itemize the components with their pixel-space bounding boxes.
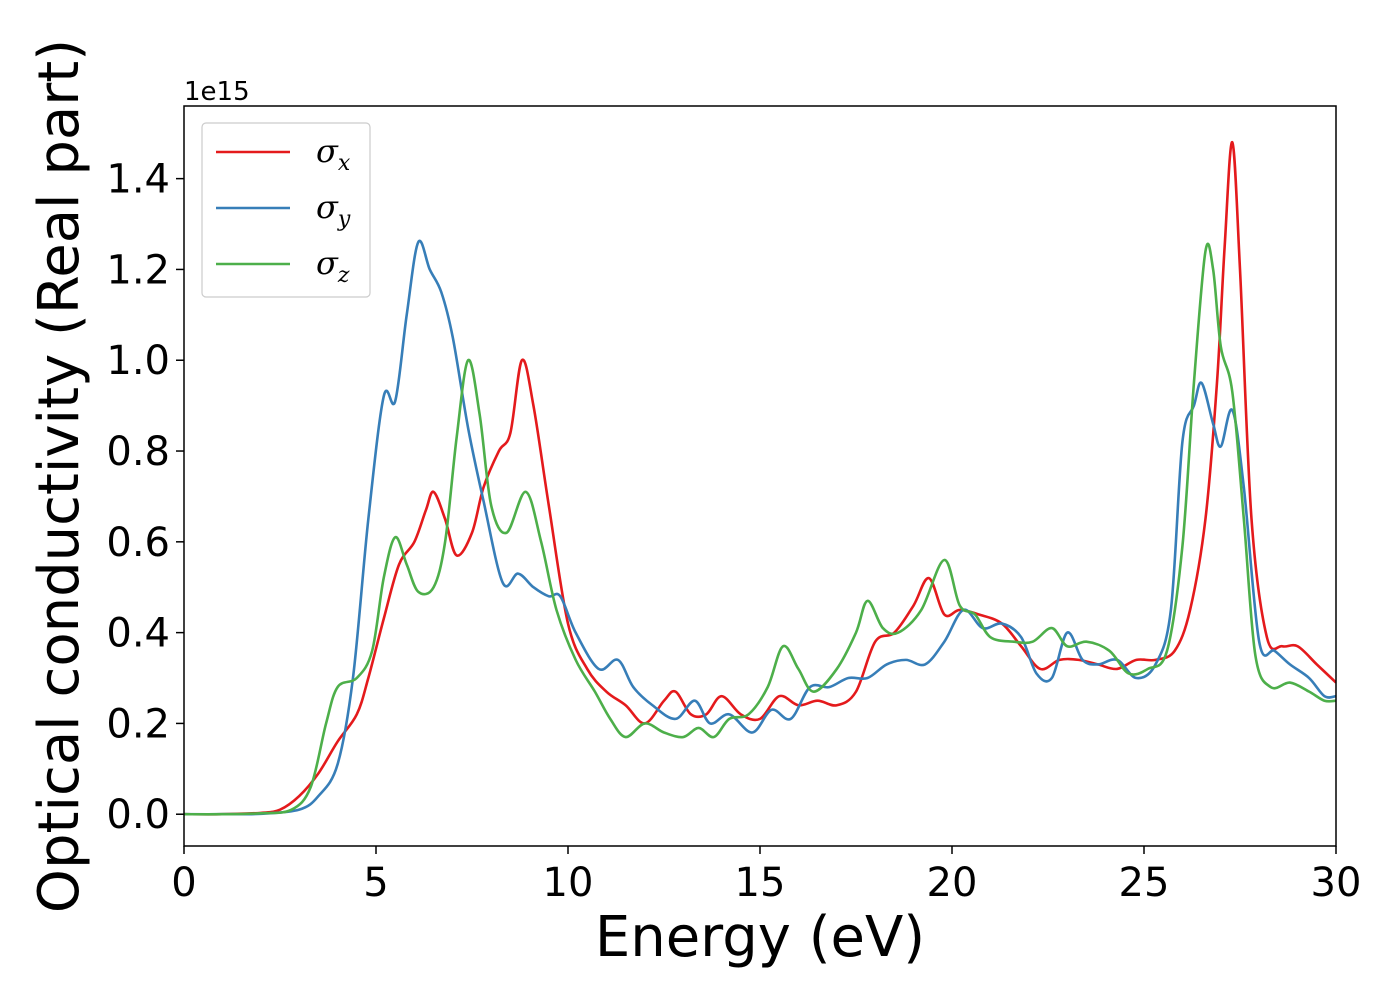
x-tick-label: 0 <box>171 860 196 906</box>
legend-label: σy <box>316 188 351 232</box>
y-tick-label: 1.2 <box>106 247 170 293</box>
legend-label-base: σ <box>316 244 339 282</box>
legend-label: σx <box>316 132 351 176</box>
y-tick-label: 1.0 <box>106 338 170 384</box>
y-tick-label: 0.4 <box>106 611 170 657</box>
legend-label-base: σ <box>316 132 339 170</box>
x-tick-label: 10 <box>543 860 594 906</box>
x-tick-label: 20 <box>927 860 978 906</box>
x-axis-ticks: 0 5 10 15 20 25 30 <box>171 846 1361 906</box>
legend-label-subscript: x <box>338 151 351 176</box>
x-tick-label: 25 <box>1119 860 1170 906</box>
series-line-sigma-x <box>184 141 1336 816</box>
x-tick-label: 30 <box>1311 860 1362 906</box>
legend-box <box>201 122 371 298</box>
y-tick-label: 0.8 <box>106 429 170 475</box>
y-offset-label: 1e15 <box>184 77 250 107</box>
legend-label: σz <box>316 244 350 288</box>
series-line-sigma-y <box>184 239 1336 816</box>
y-tick-label: 0.2 <box>106 701 170 747</box>
y-tick-label: 0.6 <box>106 520 170 566</box>
legend-label-subscript: y <box>337 207 351 232</box>
series-line-sigma-z <box>184 242 1336 816</box>
legend-label-base: σ <box>316 188 339 226</box>
series-layer <box>184 141 1336 816</box>
y-axis-title: Optical conductivity (Real part) <box>27 39 92 913</box>
x-tick-label: 15 <box>735 860 786 906</box>
x-axis-title: Energy (eV) <box>595 905 925 970</box>
y-tick-label: 0.0 <box>106 792 170 838</box>
x-tick-label: 5 <box>363 860 388 906</box>
legend-label-subscript: z <box>337 263 350 288</box>
y-tick-label: 1.4 <box>106 157 170 203</box>
y-axis-ticks: 0.0 0.2 0.4 0.6 0.8 1.0 1.2 1.4 <box>106 157 184 838</box>
